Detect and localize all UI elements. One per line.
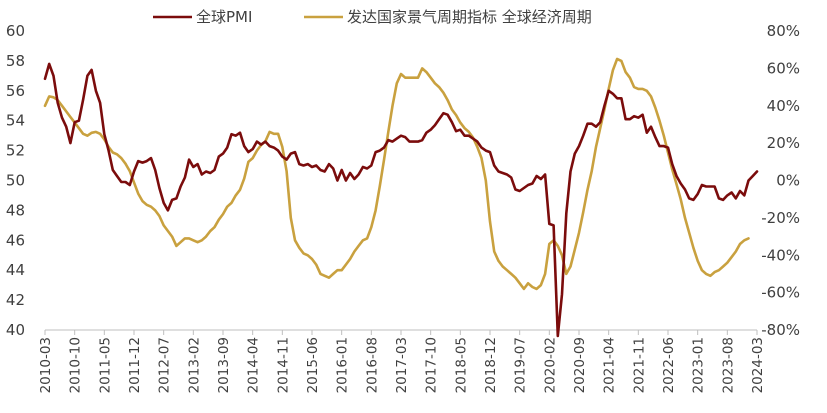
x-tick-label: 2022-06 bbox=[661, 337, 677, 393]
x-tick-label: 2011-12 bbox=[127, 337, 143, 393]
series-line-pmi bbox=[43, 62, 759, 338]
x-tick-label: 2023-08 bbox=[720, 337, 736, 393]
right-tick-label: -40% bbox=[761, 246, 800, 264]
x-tick-label: 2018-12 bbox=[483, 337, 499, 393]
x-tick-label: 2014-11 bbox=[275, 337, 291, 393]
right-tick-label: 80% bbox=[767, 22, 800, 40]
series-line-cycle bbox=[43, 57, 750, 291]
left-tick-label: 42 bbox=[6, 291, 25, 309]
x-axis: 2010-03 2010-10 2011-05 2011-12 2012-07 2013-… bbox=[38, 329, 766, 393]
left-axis: 40 42 44 46 48 50 52 54 56 58 60 bbox=[6, 22, 25, 339]
right-tick-label: -80% bbox=[761, 321, 800, 339]
x-tick-label: 2016-01 bbox=[335, 337, 351, 393]
x-tick-label: 2021-11 bbox=[631, 337, 647, 393]
x-tick-label: 2024-03 bbox=[750, 337, 766, 393]
x-tick-label: 2023-01 bbox=[691, 337, 707, 393]
x-tick-label: 2020-09 bbox=[572, 337, 588, 393]
x-tick-label: 2017-10 bbox=[424, 337, 440, 393]
right-tick-label: 0% bbox=[776, 172, 800, 190]
right-axis: -80% -60% -40% -20% 0% 20% 40% 60% 80% bbox=[761, 22, 800, 339]
x-tick-label: 2020-02 bbox=[542, 337, 558, 393]
x-tick-label: 2019-07 bbox=[513, 337, 529, 393]
series-layer bbox=[43, 57, 759, 338]
x-tick-label: 2013-02 bbox=[186, 337, 202, 393]
left-tick-label: 40 bbox=[6, 321, 25, 339]
x-tick-label: 2021-04 bbox=[602, 337, 618, 393]
left-tick-label: 44 bbox=[6, 261, 25, 279]
right-tick-label: -20% bbox=[761, 209, 800, 227]
x-tick-label: 2010-10 bbox=[68, 337, 84, 393]
left-tick-label: 46 bbox=[6, 231, 25, 249]
left-tick-label: 56 bbox=[6, 82, 25, 100]
legend-label-cycle: 发达国家景气周期指标 全球经济周期 bbox=[347, 8, 592, 26]
x-tick-label: 2014-04 bbox=[246, 337, 262, 393]
left-tick-label: 48 bbox=[6, 201, 25, 219]
right-tick-label: 40% bbox=[767, 97, 800, 115]
right-tick-label: 20% bbox=[767, 134, 800, 152]
x-tick-label: 2012-07 bbox=[157, 337, 173, 393]
x-tick-label: 2018-05 bbox=[453, 337, 469, 393]
x-tick-label: 2015-06 bbox=[305, 337, 321, 393]
left-tick-label: 52 bbox=[6, 142, 25, 160]
left-tick-label: 60 bbox=[6, 22, 25, 40]
right-tick-label: -60% bbox=[761, 284, 800, 302]
x-tick-label: 2010-03 bbox=[38, 337, 54, 393]
right-tick-label: 60% bbox=[767, 59, 800, 77]
legend: 全球PMI 发达国家景气周期指标 全球经济周期 bbox=[153, 8, 592, 26]
left-tick-label: 58 bbox=[6, 52, 25, 70]
x-tick-label: 2016-08 bbox=[364, 337, 380, 393]
x-tick-label: 2017-03 bbox=[394, 337, 410, 393]
left-tick-label: 54 bbox=[6, 112, 25, 130]
left-tick-label: 50 bbox=[6, 172, 25, 190]
legend-label-pmi: 全球PMI bbox=[196, 8, 252, 26]
x-tick-label: 2013-09 bbox=[216, 337, 232, 393]
x-tick-label: 2011-05 bbox=[97, 337, 113, 393]
